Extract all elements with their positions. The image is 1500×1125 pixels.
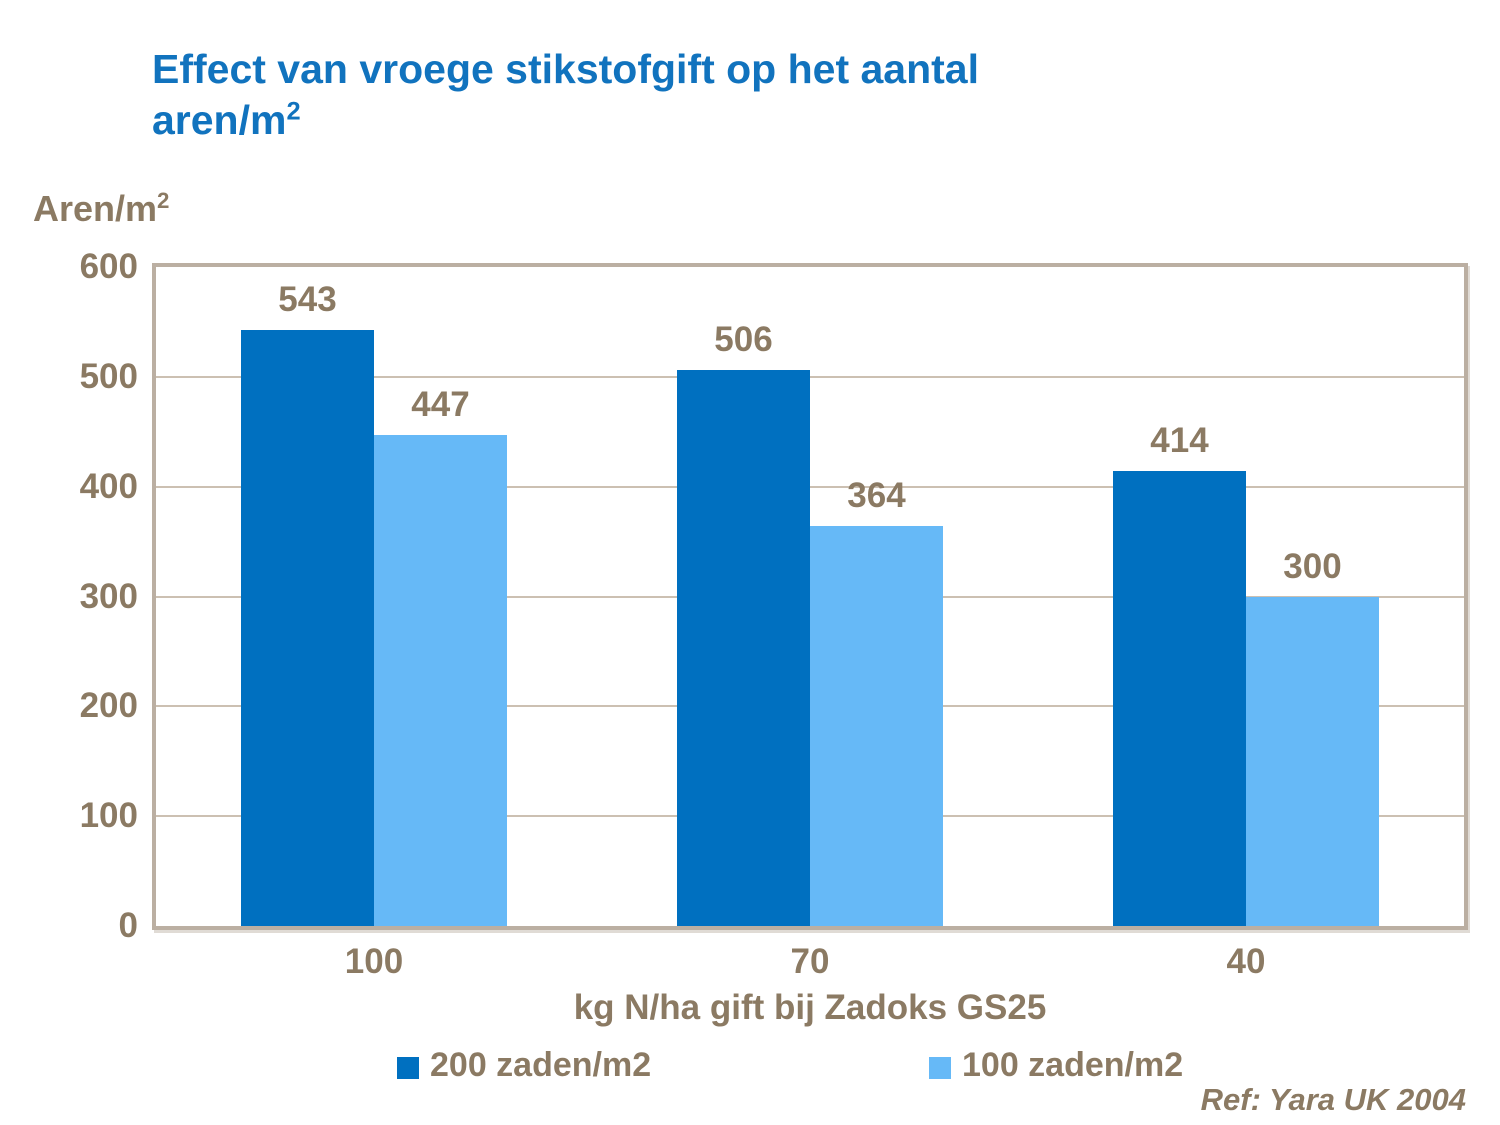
y-axis-title-superscript: 2 (157, 188, 170, 213)
legend-item-2: 100 zaden/m2 (929, 1046, 1183, 1085)
legend-item-1: 200 zaden/m2 (397, 1046, 651, 1085)
chart-title-line1: Effect van vroege stikstofgift op het aa… (152, 46, 979, 92)
bar-value-label-series1-cat70: 506 (714, 320, 773, 360)
legend-label-1: 200 zaden/m2 (430, 1046, 652, 1084)
y-tick-label-400: 400 (79, 466, 138, 506)
y-tick-label-500: 500 (79, 356, 138, 396)
x-tick-label-40: 40 (1226, 942, 1266, 981)
x-tick-label-70: 70 (790, 942, 830, 981)
plot-area: 0 100 200 300 400 500 600 543 447 100 506 364 70 414 3… (80, 247, 1468, 981)
legend-label-2: 100 zaden/m2 (962, 1046, 1184, 1084)
bar-series2-cat100 (374, 435, 507, 926)
gridline-500 (156, 375, 1464, 378)
x-axis-title: kg N/ha gift bij Zadoks GS25 (573, 988, 1047, 1027)
chart-title: Effect van vroege stikstofgift op het aa… (152, 44, 1352, 146)
y-axis-title-base: Aren/m (33, 188, 158, 229)
bar-value-label-series2-cat40: 300 (1283, 546, 1342, 586)
y-tick-label-200: 200 (79, 686, 138, 726)
chart-title-line2-base: aren/m (152, 97, 287, 143)
bar-value-label-series1-cat40: 414 (1150, 421, 1209, 461)
y-tick-label-600: 600 (79, 247, 138, 286)
bar-series1-cat40 (1113, 471, 1246, 926)
y-axis-title: Aren/m2 (33, 188, 169, 230)
chart-title-line2: aren/m2 (152, 97, 301, 143)
bar-series2-cat40 (1246, 596, 1379, 926)
bar-series1-cat70 (677, 370, 810, 926)
bar-value-label-series2-cat100: 447 (411, 385, 470, 425)
bar-series2-cat70 (810, 526, 943, 926)
y-tick-label-0: 0 (118, 906, 138, 945)
y-tick-label-100: 100 (79, 796, 138, 836)
bar-value-label-series1-cat100: 543 (278, 279, 337, 319)
y-tick-label-300: 300 (79, 576, 138, 616)
gridline-400 (156, 485, 1464, 488)
reference-text: Ref: Yara UK 2004 (1200, 1082, 1466, 1117)
bar-series1-cat100 (241, 329, 374, 926)
chart-title-superscript: 2 (286, 97, 301, 126)
bar-value-label-series2-cat70: 364 (847, 476, 906, 516)
x-tick-label-100: 100 (344, 942, 404, 981)
legend-swatch-2 (929, 1056, 951, 1079)
legend-swatch-1 (397, 1056, 419, 1079)
